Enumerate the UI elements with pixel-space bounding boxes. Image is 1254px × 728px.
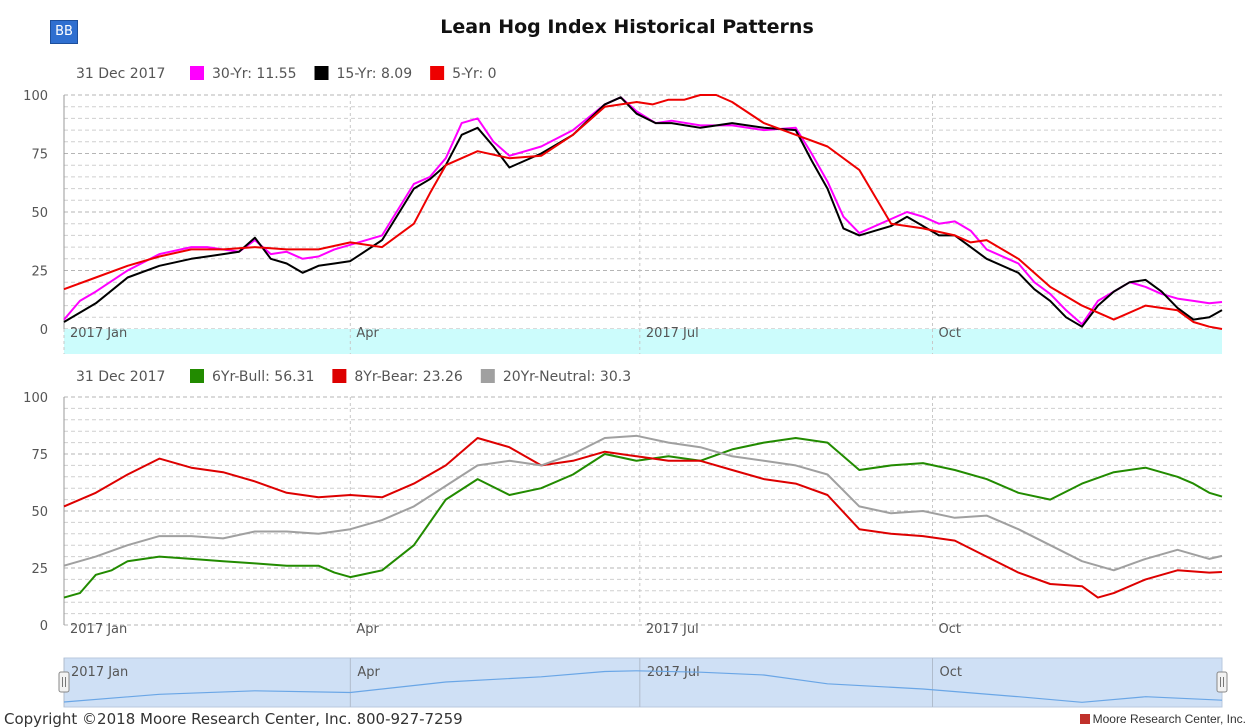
- navigator-handle[interactable]: [58, 671, 70, 693]
- brand-credit[interactable]: Moore Research Center, Inc.: [1079, 712, 1246, 726]
- x-tick-label: 2017 Jan: [70, 326, 127, 341]
- baseline-band: [64, 329, 1222, 354]
- navigator-range[interactable]: [63, 657, 1223, 708]
- x-tick-label: 2017 Jul: [646, 326, 699, 341]
- legend-date: 31 Dec 2017: [76, 66, 165, 82]
- navigator-tick-label: 2017 Jan: [71, 665, 128, 680]
- legend-swatch[interactable]: [190, 66, 204, 80]
- x-tick-label: Oct: [939, 326, 961, 341]
- navigator-tick-label: Apr: [357, 665, 380, 680]
- series-line-30-yr: [63, 96, 1223, 326]
- series-line-6yr-bull: [63, 437, 1223, 599]
- legend-entry[interactable]: 15-Yr: 8.09: [337, 66, 413, 82]
- copyright-text: Copyright ©2018 Moore Research Center, I…: [4, 710, 463, 728]
- legend-entry[interactable]: 5-Yr: 0: [452, 66, 496, 82]
- legend-swatch[interactable]: [332, 369, 347, 383]
- upper-panel: 2017 Jan Apr 2017 Jul Oct 0 25 50 75 100 31 Dec 2…: [23, 66, 1223, 354]
- x-tick-label: Apr: [356, 326, 379, 341]
- chart-canvas: 2017 Jan Apr 2017 Jul Oct 0 25 50 75 100 31 Dec 2…: [23, 66, 1228, 708]
- x-tick-label: 2017 Jan: [70, 622, 127, 637]
- x-tick-label: Apr: [356, 622, 379, 637]
- legend-swatch[interactable]: [190, 369, 204, 383]
- legend-entry[interactable]: 30-Yr: 11.55: [212, 66, 297, 82]
- navigator-tick-label: 2017 Jul: [647, 665, 700, 680]
- y-tick-label: 25: [31, 562, 48, 577]
- y-tick-label: 0: [40, 323, 48, 338]
- y-tick-label: 100: [23, 391, 48, 406]
- x-tick-label: Oct: [939, 622, 961, 637]
- series-line-5-yr: [63, 94, 1223, 330]
- chart-title: Lean Hog Index Historical Patterns: [440, 16, 814, 38]
- y-tick-label: 25: [31, 265, 48, 280]
- navigator-series-line: [63, 670, 1223, 703]
- legend-swatch[interactable]: [314, 66, 329, 80]
- navigator-handle[interactable]: [1216, 671, 1228, 693]
- legend-swatch[interactable]: [430, 66, 445, 80]
- legend-swatch[interactable]: [480, 369, 495, 383]
- lower-panel: 2017 Jan Apr 2017 Jul Oct 0 25 50 75 100 31 Dec 2…: [23, 369, 1223, 637]
- bb-badge[interactable]: BB: [50, 20, 78, 44]
- brand-logo-icon: [1079, 714, 1090, 724]
- legend-entry[interactable]: 8Yr-Bear: 23.26: [354, 369, 463, 385]
- y-tick-label: 75: [31, 448, 48, 463]
- y-tick-label: 100: [23, 89, 48, 104]
- legend-entry[interactable]: 20Yr-Neutral: 30.3: [503, 369, 631, 385]
- legend-entry[interactable]: 6Yr-Bull: 56.31: [212, 369, 314, 385]
- brand-name: Moore Research Center, Inc.: [1092, 712, 1246, 726]
- y-tick-label: 0: [40, 619, 48, 634]
- y-tick-label: 50: [31, 505, 48, 520]
- y-tick-label: 75: [31, 148, 48, 163]
- y-tick-label: 50: [31, 206, 48, 221]
- series-line-15-yr: [63, 96, 1223, 328]
- x-tick-label: 2017 Jul: [646, 622, 699, 637]
- series-line-8yr-bear: [63, 437, 1223, 599]
- series-line-20yr-neutral: [63, 434, 1223, 572]
- navigator-tick-label: Oct: [940, 665, 962, 680]
- navigator[interactable]: 2017 Jan Apr 2017 Jul Oct: [58, 657, 1228, 708]
- legend-date: 31 Dec 2017: [76, 369, 165, 385]
